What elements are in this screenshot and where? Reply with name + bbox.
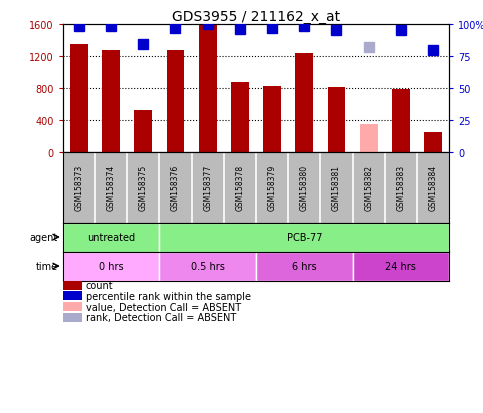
- Text: GSM158380: GSM158380: [300, 165, 309, 211]
- Bar: [327, 88, 345, 153]
- Text: GSM158383: GSM158383: [397, 165, 405, 211]
- Text: GSM158382: GSM158382: [364, 165, 373, 211]
- Title: GDS3955 / 211162_x_at: GDS3955 / 211162_x_at: [172, 10, 340, 24]
- Bar: [392, 90, 410, 153]
- Bar: [63, 313, 82, 322]
- Text: GSM158384: GSM158384: [428, 165, 438, 211]
- Text: GSM158378: GSM158378: [235, 165, 244, 211]
- Text: 0.5 hrs: 0.5 hrs: [191, 261, 225, 271]
- Bar: [63, 281, 82, 290]
- Text: GSM158379: GSM158379: [268, 165, 277, 211]
- Bar: [199, 26, 216, 153]
- Bar: [63, 223, 159, 252]
- Text: value, Detection Call = ABSENT: value, Detection Call = ABSENT: [86, 302, 241, 312]
- Bar: [70, 45, 88, 153]
- Bar: [167, 50, 185, 153]
- Bar: [256, 252, 353, 281]
- Text: agent: agent: [30, 233, 58, 242]
- Bar: [360, 125, 378, 153]
- Bar: [231, 82, 249, 153]
- Text: time: time: [36, 261, 58, 271]
- Bar: [159, 252, 256, 281]
- Bar: [159, 223, 449, 252]
- Bar: [424, 133, 442, 153]
- Text: percentile rank within the sample: percentile rank within the sample: [86, 291, 251, 301]
- Text: GSM158376: GSM158376: [171, 165, 180, 211]
- Bar: [353, 252, 449, 281]
- Text: GSM158375: GSM158375: [139, 165, 148, 211]
- Text: GSM158373: GSM158373: [74, 165, 84, 211]
- Bar: [63, 252, 159, 281]
- Text: rank, Detection Call = ABSENT: rank, Detection Call = ABSENT: [86, 313, 236, 323]
- Text: GSM158381: GSM158381: [332, 165, 341, 211]
- Text: untreated: untreated: [87, 233, 135, 242]
- Text: GSM158374: GSM158374: [107, 165, 115, 211]
- Bar: [263, 87, 281, 153]
- Bar: [296, 54, 313, 153]
- Bar: [134, 110, 152, 153]
- Text: count: count: [86, 280, 114, 290]
- Text: GSM158377: GSM158377: [203, 165, 212, 211]
- Text: PCB-77: PCB-77: [286, 233, 322, 242]
- Text: 24 hrs: 24 hrs: [385, 261, 416, 271]
- Bar: [63, 292, 82, 301]
- Bar: [63, 302, 82, 311]
- Bar: [102, 51, 120, 153]
- Text: 0 hrs: 0 hrs: [99, 261, 123, 271]
- Text: 6 hrs: 6 hrs: [292, 261, 316, 271]
